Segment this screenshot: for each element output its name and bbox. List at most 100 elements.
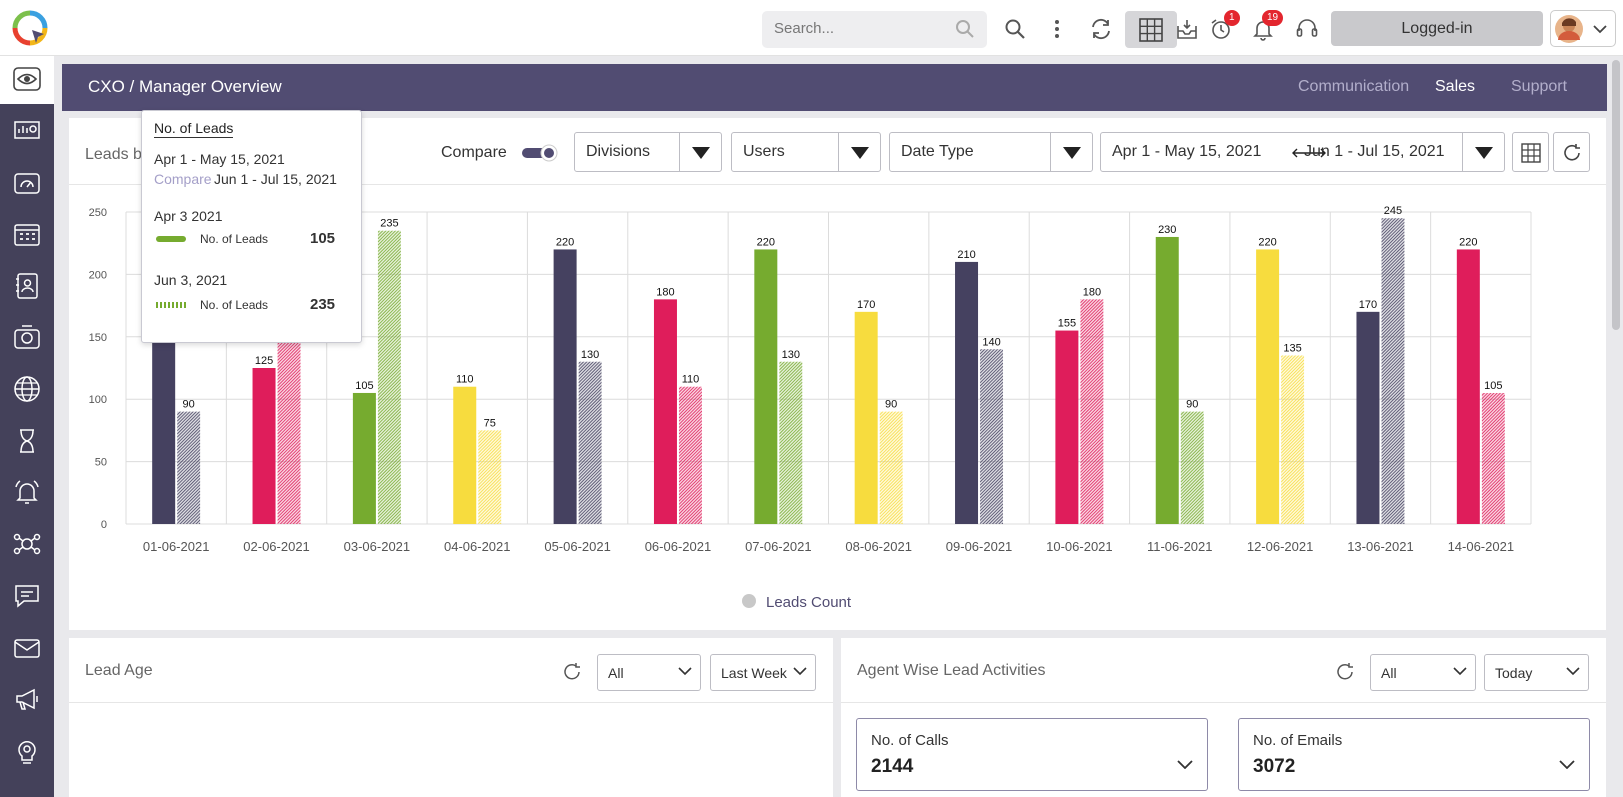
magnify-icon[interactable]: [1000, 14, 1030, 44]
x-tick-label: 14-06-2021: [1448, 539, 1515, 554]
bar-primary[interactable]: [152, 330, 176, 524]
users-select[interactable]: Users: [731, 132, 881, 172]
dashboard-icon[interactable]: [12, 116, 42, 146]
data-label: 220: [1258, 236, 1276, 248]
bar-primary[interactable]: [352, 392, 376, 524]
bar-compare[interactable]: [1180, 171, 1204, 552]
bar-primary[interactable]: [1456, 249, 1480, 524]
data-label: 230: [1158, 224, 1176, 236]
bar-primary[interactable]: [453, 386, 477, 524]
alert-bell-icon[interactable]: [12, 477, 42, 507]
x-tick-label: 02-06-2021: [243, 539, 310, 554]
refresh-icon[interactable]: [1334, 661, 1356, 683]
calendar-icon[interactable]: [12, 219, 42, 249]
bar-primary[interactable]: [553, 249, 577, 524]
contact-book-icon[interactable]: [12, 271, 42, 301]
bar-compare[interactable]: [377, 171, 401, 552]
bar-compare[interactable]: [578, 171, 602, 552]
bar-compare[interactable]: [980, 171, 1004, 552]
bar-primary[interactable]: [1055, 330, 1079, 524]
idea-settings-icon[interactable]: [12, 736, 42, 766]
bar-primary[interactable]: [1256, 249, 1280, 524]
bar-primary[interactable]: [252, 368, 276, 524]
date-type-dropdown-arrow[interactable]: [1050, 133, 1092, 171]
lead-age-panel: Lead Age All Last Week: [69, 638, 833, 797]
bar-primary[interactable]: [653, 299, 677, 524]
gauge-icon[interactable]: [12, 168, 42, 198]
bar-primary[interactable]: [754, 249, 778, 524]
emails-kpi-card[interactable]: No. of Emails 3072: [1238, 718, 1590, 791]
users-dropdown-arrow[interactable]: [838, 133, 880, 171]
users-select-label: Users: [743, 143, 785, 160]
megaphone-icon[interactable]: [12, 684, 42, 714]
date-range-a: Apr 1 - May 15, 2021: [1112, 143, 1262, 160]
chat-message-icon[interactable]: [12, 581, 42, 611]
page-scrollbar[interactable]: [1612, 60, 1620, 330]
chevron-down-icon[interactable]: [1177, 759, 1193, 769]
logged-in-status-button[interactable]: Logged-in: [1331, 11, 1543, 46]
compare-toggle[interactable]: [521, 143, 559, 163]
chevron-down-icon[interactable]: [1559, 759, 1575, 769]
lead-age-period-select[interactable]: Last Week: [710, 654, 816, 691]
chart-refresh-button[interactable]: [1553, 132, 1590, 172]
divisions-select-label: Divisions: [586, 143, 651, 160]
x-tick-label: 13-06-2021: [1347, 539, 1414, 554]
date-type-select[interactable]: Date Type: [889, 132, 1093, 172]
tooltip-series-a-label: No. of Leads: [200, 232, 269, 246]
bar-compare[interactable]: [1281, 171, 1305, 552]
alarm-badge: 1: [1224, 10, 1240, 26]
bar-primary[interactable]: [955, 261, 979, 524]
hourglass-icon[interactable]: [12, 426, 42, 456]
divisions-select[interactable]: Divisions: [574, 132, 722, 172]
grid-view-button[interactable]: [1125, 11, 1177, 48]
calls-kpi-card[interactable]: No. of Calls 2144: [856, 718, 1208, 791]
bar-compare[interactable]: [1080, 171, 1104, 552]
data-label: 90: [1186, 399, 1198, 411]
tab-communication[interactable]: Communication: [1298, 78, 1410, 95]
tooltip-date-a: Apr 3 2021: [154, 208, 223, 224]
divider: [69, 702, 833, 703]
bar-compare[interactable]: [1381, 171, 1405, 552]
tab-support[interactable]: Support: [1511, 78, 1568, 95]
globe-icon[interactable]: [12, 374, 42, 404]
bar-compare[interactable]: [678, 171, 702, 552]
data-label: 180: [656, 286, 674, 298]
table-grid-icon: [1521, 143, 1541, 163]
bar-compare[interactable]: [478, 171, 502, 552]
date-range-dropdown-arrow[interactable]: [1462, 133, 1504, 171]
sidebar-overview-item[interactable]: [0, 56, 54, 104]
table-view-button[interactable]: [1512, 132, 1549, 172]
bar-compare[interactable]: [1481, 171, 1505, 552]
search-input[interactable]: [774, 20, 954, 37]
mail-icon[interactable]: [12, 633, 42, 663]
date-range-select[interactable]: Apr 1 - May 15, 2021 Jun 1 - Jul 15, 202…: [1100, 132, 1505, 172]
agent-filter-select[interactable]: All: [1370, 654, 1476, 691]
lead-age-title: Lead Age: [85, 662, 153, 679]
data-label: 170: [1359, 299, 1377, 311]
legend-label[interactable]: Leads Count: [766, 594, 852, 611]
notification-bell-icon[interactable]: 19: [1248, 10, 1284, 44]
refresh-icon[interactable]: [561, 661, 583, 683]
bar-compare[interactable]: [879, 171, 903, 552]
lead-age-filter-select[interactable]: All: [597, 654, 701, 691]
headset-icon[interactable]: [1292, 14, 1322, 44]
tab-sales[interactable]: Sales: [1435, 78, 1476, 95]
inbox-icon[interactable]: [1172, 14, 1202, 44]
more-vertical-icon[interactable]: [1042, 14, 1072, 44]
bar-primary[interactable]: [854, 311, 878, 524]
workflow-icon[interactable]: [12, 529, 42, 559]
bar-compare[interactable]: [177, 171, 201, 552]
alarm-clock-icon[interactable]: 1: [1206, 10, 1240, 44]
bar-compare[interactable]: [277, 171, 301, 552]
refresh-icon[interactable]: [1086, 14, 1116, 44]
bar-primary[interactable]: [1155, 236, 1179, 524]
app-logo[interactable]: [12, 10, 48, 46]
phone-call-icon[interactable]: [12, 322, 42, 352]
divisions-dropdown-arrow[interactable]: [679, 133, 721, 171]
search-icon[interactable]: [955, 19, 975, 39]
agent-period-select[interactable]: Today: [1484, 654, 1589, 691]
user-menu[interactable]: [1550, 10, 1616, 47]
page-header: CXO / Manager Overview Communication Sal…: [62, 64, 1607, 111]
bar-primary[interactable]: [1356, 311, 1380, 524]
bar-compare[interactable]: [779, 171, 803, 552]
